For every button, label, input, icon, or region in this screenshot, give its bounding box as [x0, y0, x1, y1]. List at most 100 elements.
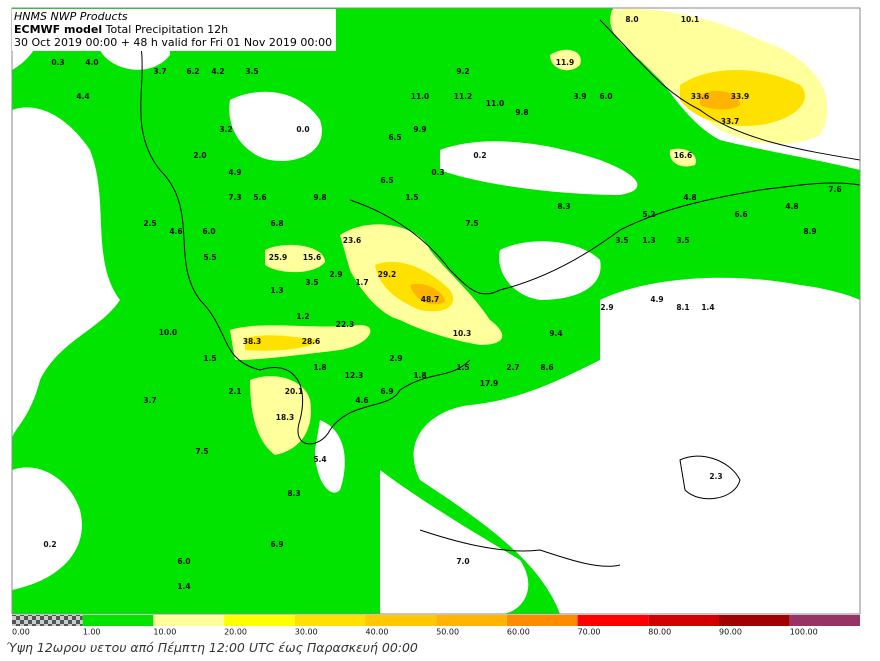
title-box: HNMS NWP Products ECMWF model Total Prec…	[12, 9, 337, 51]
colorbar-label: 20.00	[224, 628, 247, 637]
precip-value: 6.8	[270, 219, 283, 228]
precip-value: 9.8	[313, 193, 326, 202]
precip-value: 4.0	[85, 58, 98, 67]
wet-areas	[230, 9, 828, 455]
model-line: ECMWF model Total Precipitation 12h	[14, 23, 332, 36]
precip-value: 11.9	[556, 58, 575, 67]
precip-value: 2.1	[228, 387, 241, 396]
precip-value: 0.3	[51, 58, 64, 67]
precip-value: 7.3	[228, 193, 241, 202]
colorbar: 0.00 1.00 10.00 20.00 30.00 40.00 50.00 60.00 70…	[12, 615, 860, 637]
colorbar-segment	[82, 615, 154, 626]
precip-value: 2.5	[143, 219, 156, 228]
precip-value: 1.4	[177, 582, 190, 591]
colorbar-label: 100.00	[790, 628, 818, 637]
colorbar-segment	[506, 615, 578, 626]
precip-value: 3.5	[305, 278, 318, 287]
colorbar-segment	[719, 615, 790, 626]
precip-value: 5.4	[313, 455, 326, 464]
colorbar-label: 10.00	[153, 628, 176, 637]
colorbar-segment	[789, 615, 860, 626]
precip-value: 6.9	[270, 540, 283, 549]
precip-value: 6.5	[388, 133, 401, 142]
precip-value: 0.2	[473, 151, 486, 160]
validity: 30 Oct 2019 00:00 + 48 h valid for Fri 0…	[14, 36, 333, 49]
precip-value: 5.6	[253, 193, 266, 202]
precip-value: 6.5	[380, 176, 393, 185]
precip-value: 6.0	[599, 92, 612, 101]
precip-value: 4.9	[650, 295, 663, 304]
colorbar-segment	[294, 615, 366, 626]
precip-value: 0.3	[431, 168, 444, 177]
precip-value: 1.3	[642, 236, 655, 245]
precip-value: 4.6	[355, 396, 368, 405]
precip-value: 2.9	[329, 270, 342, 279]
source: HNMS NWP Products	[14, 10, 128, 23]
map-area: 0.3 4.0 3.7 6.2 4.2 3.5 9.2 11.9 8.0 10.1 4.4 11.0 1…	[12, 8, 860, 614]
precip-value: 1.3	[270, 286, 283, 295]
precip-value: 33.7	[721, 117, 740, 126]
precip-value: 9.9	[413, 125, 426, 134]
precip-value: 10.3	[453, 329, 472, 338]
precip-value: 5.2	[642, 210, 655, 219]
precip-value: 9.4	[549, 329, 562, 338]
precip-value: 6.2	[186, 67, 199, 76]
precip-value: 11.0	[411, 92, 430, 101]
product: Total Precipitation 12h	[105, 23, 229, 36]
colorbar-label: 50.00	[436, 628, 459, 637]
precip-value: 1.5	[405, 193, 418, 202]
precip-value: 2.3	[709, 472, 722, 481]
precip-value: 12.3	[345, 371, 364, 380]
precip-value: 33.6	[691, 92, 710, 101]
precip-value: 17.9	[480, 379, 499, 388]
precip-value: 2.7	[506, 363, 519, 372]
colorbar-label: 70.00	[578, 628, 601, 637]
colorbar-segment	[577, 615, 649, 626]
precip-value: 1.5	[203, 354, 216, 363]
precip-value: 8.3	[287, 489, 300, 498]
precip-value: 3.5	[245, 67, 258, 76]
precip-value: 1.4	[701, 303, 714, 312]
precip-value: 7.5	[195, 447, 208, 456]
precip-value: 7.6	[828, 185, 841, 194]
precip-value: 3.2	[219, 125, 232, 134]
colorbar-segment	[436, 615, 507, 626]
colorbar-segment	[365, 615, 437, 626]
precip-value: 29.2	[378, 270, 397, 279]
model: ECMWF model	[14, 23, 103, 36]
precip-value: 20.1	[285, 387, 304, 396]
precip-value: 3.9	[573, 92, 586, 101]
precip-value: 4.8	[785, 202, 798, 211]
precip-value: 10.1	[681, 15, 700, 24]
precip-value: 1.2	[296, 312, 309, 321]
precip-value: 25.9	[269, 253, 288, 262]
precip-value: 4.4	[76, 92, 89, 101]
map-frame	[11, 7, 861, 615]
colorbar-label: 60.00	[507, 628, 530, 637]
precip-value: 8.3	[557, 202, 570, 211]
precip-value: 0.2	[43, 540, 56, 549]
precip-value: 6.0	[177, 557, 190, 566]
colorbar-segment	[648, 615, 719, 626]
value-labels: 0.3 4.0 3.7 6.2 4.2 3.5 9.2 11.9 8.0 10.1 4.4 11.0 1…	[43, 15, 841, 591]
precip-value: 2.9	[600, 303, 613, 312]
colorbar-label: 1.00	[83, 628, 101, 637]
precip-value: 8.0	[625, 15, 638, 24]
precip-value: 11.0	[486, 99, 505, 108]
precip-value: 3.7	[153, 67, 166, 76]
precip-value: 1.8	[313, 363, 326, 372]
dry-areas	[12, 8, 860, 614]
precip-value: 1.5	[456, 363, 469, 372]
precip-value: 11.2	[454, 92, 473, 101]
precip-value: 8.9	[803, 227, 816, 236]
precip-value: 4.6	[169, 227, 182, 236]
precip-value: 5.5	[203, 253, 216, 262]
precip-value: 2.0	[193, 151, 206, 160]
caption: Ύψη 12ωρου υετου από Πέμπτη 12:00 UTC έω…	[6, 640, 418, 655]
precip-value: 48.7	[421, 295, 440, 304]
precip-value: 3.5	[676, 236, 689, 245]
colorbar-label: 30.00	[295, 628, 318, 637]
precip-value: 8.6	[540, 363, 553, 372]
precip-value: 6.9	[380, 387, 393, 396]
